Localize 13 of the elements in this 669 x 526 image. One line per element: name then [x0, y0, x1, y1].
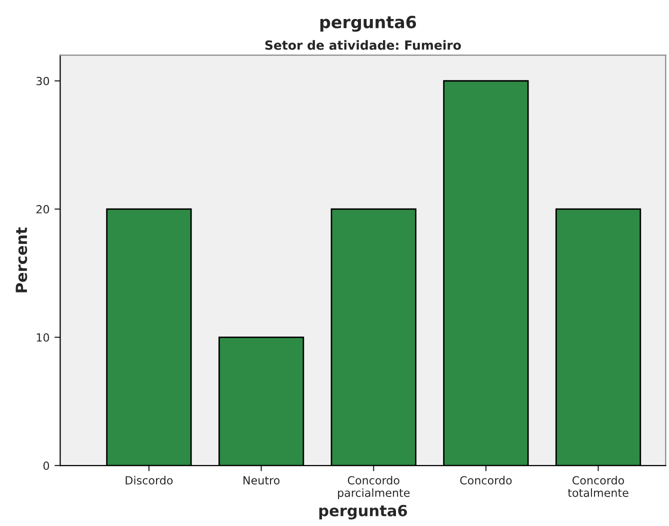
y-tick-label: 20 — [36, 205, 50, 214]
x-tick-label: Concordo totalmente — [568, 476, 628, 497]
x-tick-label: Discordo — [126, 476, 173, 485]
y-tick-label: 30 — [36, 76, 50, 86]
x-axis-title: pergunta6 — [319, 504, 407, 520]
x-tick-label: Concordo parcialmente — [338, 476, 410, 500]
y-tick-label: 0 — [43, 461, 50, 470]
chart-title: pergunta6 — [320, 16, 416, 32]
y-tick-label: 10 — [36, 333, 50, 342]
chart-subtitle: Setor de atividade: Fumeiro — [265, 40, 461, 50]
x-tick-label: Neutro — [244, 476, 280, 485]
y-axis-title: Percent — [16, 227, 28, 292]
x-tick-label: Concordo — [460, 476, 512, 485]
